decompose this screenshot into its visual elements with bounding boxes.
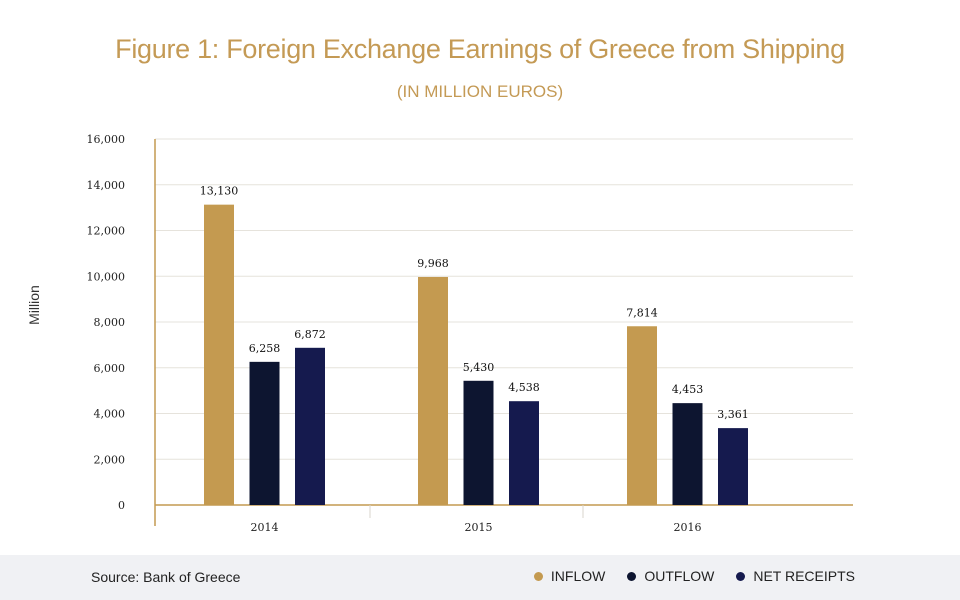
bar-chart: 0 2,000 4,000 6,000 8,000 10,000 12,000 14,000 1… [87,133,853,534]
data-label: 13,130 [200,185,239,198]
legend-label: OUTFLOW [644,568,715,584]
bar-net-receipts [295,347,325,505]
legend-label: NET RECEIPTS [753,568,855,584]
data-label: 7,814 [626,306,658,319]
bar-inflow [418,276,448,505]
bar-outflow [463,380,494,505]
legend-label: INFLOW [550,568,606,584]
chart-subtitle: (IN MILLION EUROS) [396,82,564,101]
footer: Source: Bank of Greece INFLOW OUTFLOW NET … [0,555,960,600]
bar-outflow [249,361,280,505]
y-tick-label: 12,000 [87,225,126,238]
y-tick-label: 2,000 [94,453,126,466]
data-label: 4,453 [672,383,704,396]
data-label: 6,872 [294,328,326,341]
legend-dot-icon [736,571,746,581]
chart-title: Figure 1: Foreign Exchange Earnings of G… [115,34,845,64]
data-label: 6,258 [249,342,281,355]
legend-item: OUTFLOW [627,568,714,584]
source-note: Source: Bank of Greece [91,569,241,585]
bar-outflow [672,403,703,505]
bar-inflow [627,326,657,505]
y-tick-label: 14,000 [87,179,126,192]
y-tick-label: 10,000 [87,270,126,283]
legend: INFLOW OUTFLOW NET RECEIPTS [533,568,855,584]
bar-net-receipts [718,428,748,505]
data-label: 9,968 [417,257,449,270]
x-tick-label: 2016 [674,521,702,534]
y-tick-label: 16,000 [87,133,126,146]
legend-dot-icon [533,571,543,581]
x-tick-label: 2015 [465,521,493,534]
y-tick-label: 0 [118,499,125,512]
x-tick-label: 2014 [251,521,279,534]
legend-item: NET RECEIPTS [736,568,855,584]
legend-item: INFLOW [533,568,606,584]
data-label: 4,538 [508,381,540,394]
bar-inflow [204,204,234,505]
y-tick-label: 6,000 [94,362,126,375]
data-label: 3,361 [717,408,749,421]
data-label: 5,430 [463,361,495,374]
bar-net-receipts [509,401,539,505]
y-tick-label: 8,000 [94,316,126,329]
y-tick-label: 4,000 [94,408,126,421]
legend-dot-icon [627,571,637,581]
